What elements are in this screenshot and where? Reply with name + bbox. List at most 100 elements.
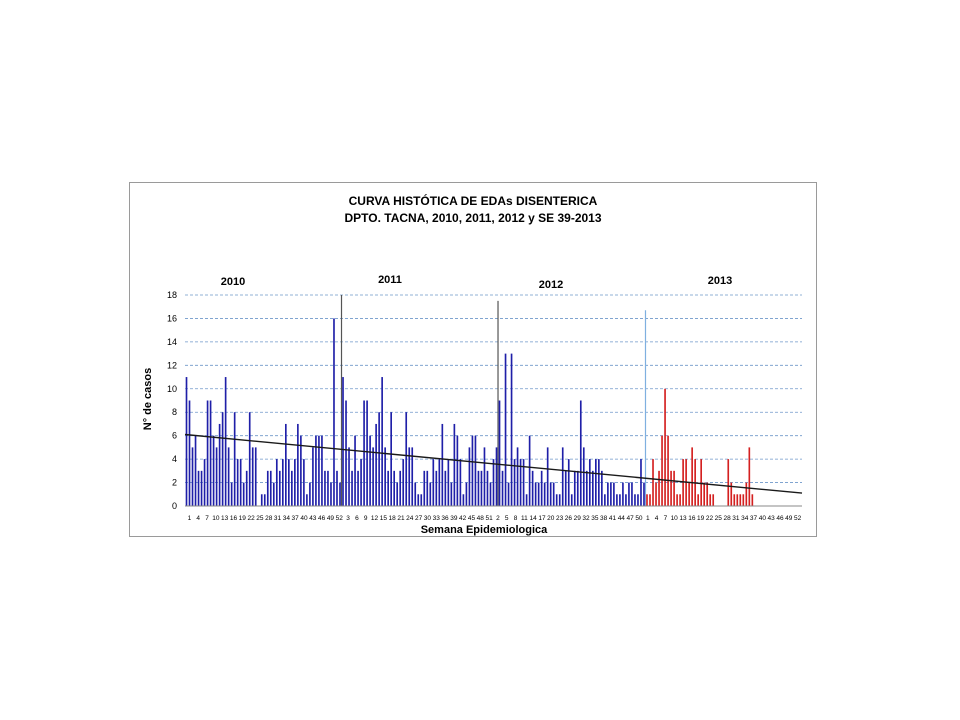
bar-2013 [697,494,699,506]
x-tick-label: 17 [538,515,546,522]
x-tick-label: 40 [300,515,308,522]
y-tick-label: 6 [172,431,177,441]
bar-2010-2012 [504,353,507,506]
bar-2010-2012 [507,482,510,506]
x-tick-label: 4 [196,515,200,522]
bar-2013 [730,482,733,506]
y-tick-label: 16 [167,313,177,323]
x-tick-label: 34 [741,515,749,522]
bar-2010-2012 [300,435,302,506]
x-tick-label: 32 [582,515,590,522]
x-tick-label: 7 [205,515,209,522]
bar-2010-2012 [200,470,203,506]
bar-2010-2012 [576,470,579,506]
x-tick-label: 15 [380,515,388,522]
bar-2010-2012 [610,482,612,506]
x-tick-label: 30 [424,515,432,522]
bar-2010-2012 [251,447,254,506]
bar-2010-2012 [272,482,275,506]
x-tick-label: 5 [505,515,509,522]
bar-2010-2012 [438,459,441,506]
bar-2013 [661,435,663,506]
x-tick-label: 7 [664,515,668,522]
bar-2013 [667,435,669,506]
bar-2010-2012 [263,494,266,506]
x-tick-label: 13 [679,515,687,522]
bar-2010-2012 [534,482,537,506]
bar-2010-2012 [281,459,284,506]
bar-2010-2012 [604,494,606,506]
y-tick-label: 2 [172,478,177,488]
bar-2010-2012 [537,482,540,506]
trend-line [184,433,803,494]
bar-2010-2012 [324,470,326,506]
bar-2010-2012 [411,447,414,506]
bar-2010-2012 [582,447,585,506]
bar-2010-2012 [303,459,305,506]
x-tick-label: 27 [415,515,423,522]
bar-2013 [670,470,672,506]
bar-2010-2012 [640,459,642,506]
y-tick-label: 10 [167,384,177,394]
x-tick-label: 21 [397,515,405,522]
bar-2010-2012 [510,353,513,506]
y-tick-label: 12 [167,360,177,370]
bar-2010-2012 [212,435,215,506]
bar-2010-2012 [351,470,353,506]
x-tick-label: 26 [565,515,573,522]
bar-2013 [646,494,648,506]
bar-2010-2012 [423,470,426,506]
bar-2010-2012 [306,494,308,506]
bar-2013 [682,459,684,506]
bar-2010-2012 [435,470,438,506]
bar-2013 [703,482,706,506]
x-tick-label: 45 [468,515,476,522]
y-tick-label: 8 [172,407,177,417]
bar-2010-2012 [634,494,636,506]
bar-2013 [691,447,693,506]
bar-2010-2012 [333,318,335,506]
x-tick-label: 28 [723,515,731,522]
x-tick-label: 38 [600,515,608,522]
bar-2013 [751,494,754,506]
bar-2010-2012 [543,482,546,506]
year-label: 2010 [221,276,245,288]
bar-2010-2012 [531,470,534,506]
bar-2013 [736,494,739,506]
bar-2010-2012 [381,377,383,506]
bar-2010-2012 [462,494,465,506]
x-tick-labels: 1 4 7 10 13 16 19 22 25 28 31 34 37 40 43 46 49 52 3 6 9 12 15… [188,515,802,522]
chart-frame: CURVA HISTÓTICA DE EDAs DISENTERICA DPTO… [129,182,817,537]
bar-2013 [652,459,654,506]
bar-2010-2012 [564,470,567,506]
x-tick-label: 52 [336,515,344,522]
x-tick-label: 22 [247,515,255,522]
bar-2010-2012 [585,470,588,506]
bar-2010-2012 [429,482,432,506]
bar-2010-2012 [498,400,501,506]
bar-2010-2012 [312,447,314,506]
bar-2010-2012 [191,447,194,506]
bar-2013 [742,494,745,506]
bar-2010-2012 [360,459,362,506]
bar-2010-2012 [595,459,597,506]
x-tick-label: 23 [556,515,564,522]
bar-2010-2012 [561,447,564,506]
gridlines [185,294,802,483]
bar-2010-2012 [393,470,396,506]
bar-2010-2012 [266,470,269,506]
bar-2010-2012 [278,470,281,506]
bar-2010-2012 [420,494,423,506]
bar-2010-2012 [327,470,329,506]
bar-2010-2012 [432,459,435,506]
bar-2010-2012 [613,482,615,506]
bar-2010-2012 [598,459,600,506]
bar-2010-2012 [501,470,504,506]
bar-2013 [706,482,709,506]
bar-2010-2012 [254,447,257,506]
bar-2010-2012 [345,400,347,506]
x-tick-label: 19 [697,515,705,522]
bar-2010-2012 [525,494,528,506]
bar-2010-2012 [194,435,197,506]
bar-2010-2012 [188,400,191,506]
